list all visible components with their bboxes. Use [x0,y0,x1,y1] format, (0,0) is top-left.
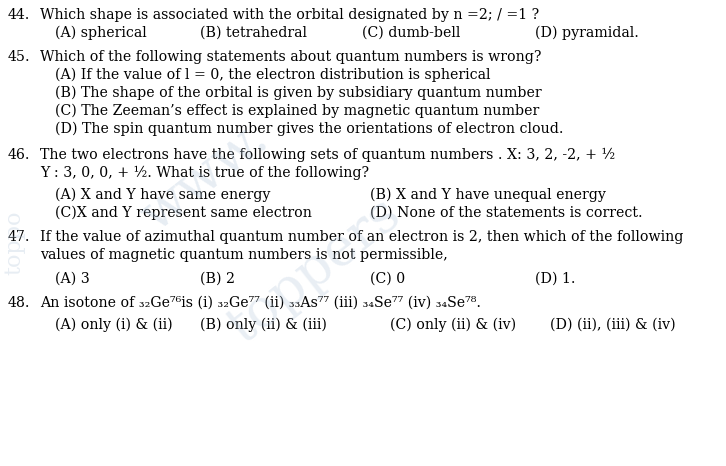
Text: www.: www. [131,112,277,242]
Text: (B) tetrahedral: (B) tetrahedral [200,26,307,40]
Text: Which of the following statements about quantum numbers is wrong?: Which of the following statements about … [40,50,542,64]
Text: (D) (ii), (iii) & (iv): (D) (ii), (iii) & (iv) [550,318,676,332]
Text: (D) 1.: (D) 1. [535,272,576,286]
Text: (B) 2: (B) 2 [200,272,235,286]
Text: values of magnetic quantum numbers is not permissible,: values of magnetic quantum numbers is no… [40,248,448,262]
Text: (A) X and Y have same energy: (A) X and Y have same energy [55,188,270,202]
Text: toppers: toppers [218,187,410,353]
Text: (D) pyramidal.: (D) pyramidal. [535,26,639,41]
Text: (C)X and Y represent same electron: (C)X and Y represent same electron [55,206,312,220]
Text: An isotone of ₃₂Ge⁷⁶is (i) ₃₂Ge⁷⁷ (ii) ₃₃As⁷⁷ (iii) ₃₄Se⁷⁷ (iv) ₃₄Se⁷⁸.: An isotone of ₃₂Ge⁷⁶is (i) ₃₂Ge⁷⁷ (ii) ₃… [40,296,481,310]
Text: (C) The Zeeman’s effect is explained by magnetic quantum number: (C) The Zeeman’s effect is explained by … [55,104,539,118]
Text: 44.: 44. [8,8,30,22]
Text: (A) spherical: (A) spherical [55,26,147,41]
Text: (A) 3: (A) 3 [55,272,90,286]
Text: (C) dumb-bell: (C) dumb-bell [362,26,460,40]
Text: (A) If the value of l = 0, the electron distribution is spherical: (A) If the value of l = 0, the electron … [55,68,491,82]
Text: (B) X and Y have unequal energy: (B) X and Y have unequal energy [370,188,606,202]
Text: (B) The shape of the orbital is given by subsidiary quantum number: (B) The shape of the orbital is given by… [55,86,542,100]
Text: 45.: 45. [8,50,30,64]
Text: (D) The spin quantum number gives the orientations of electron cloud.: (D) The spin quantum number gives the or… [55,122,563,137]
Text: (D) None of the statements is correct.: (D) None of the statements is correct. [370,206,643,220]
Text: (C) only (ii) & (iv): (C) only (ii) & (iv) [390,318,516,332]
Text: toppo: toppo [4,210,25,274]
Text: If the value of azimuthal quantum number of an electron is 2, then which of the : If the value of azimuthal quantum number… [40,230,683,244]
Text: (C) 0: (C) 0 [370,272,405,286]
Text: Y : 3, 0, 0, + ½. What is true of the following?: Y : 3, 0, 0, + ½. What is true of the fo… [40,166,369,180]
Text: 47.: 47. [8,230,30,244]
Text: (A) only (i) & (ii): (A) only (i) & (ii) [55,318,173,332]
Text: 46.: 46. [8,148,30,162]
Text: The two electrons have the following sets of quantum numbers . X: 3, 2, -2, + ½: The two electrons have the following set… [40,148,615,162]
Text: 48.: 48. [8,296,30,310]
Text: Which shape is associated with the orbital designated by n =2; / =1 ?: Which shape is associated with the orbit… [40,8,539,22]
Text: (B) only (ii) & (iii): (B) only (ii) & (iii) [200,318,327,332]
